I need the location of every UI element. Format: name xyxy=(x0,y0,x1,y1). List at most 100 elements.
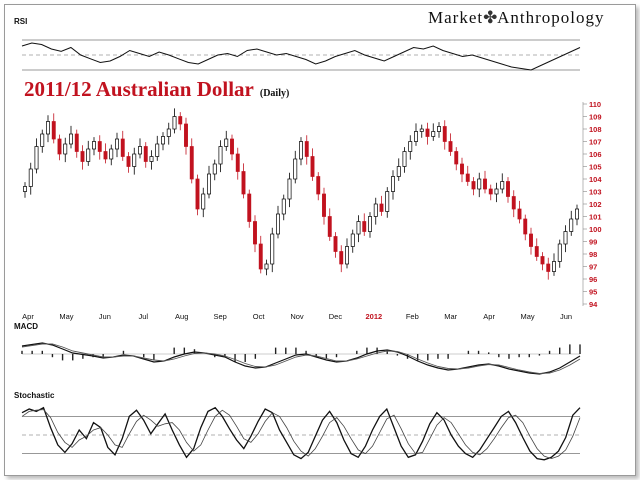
candle-body xyxy=(195,178,200,210)
candle-body xyxy=(414,131,418,142)
candle-body xyxy=(178,116,183,125)
x-tick-label: Jun xyxy=(99,312,111,321)
candle-body xyxy=(293,158,298,180)
x-tick-label: Mar xyxy=(444,312,457,321)
candle-body xyxy=(563,231,568,245)
candle-body xyxy=(143,146,148,162)
candle-body xyxy=(540,256,545,265)
candle-body xyxy=(172,116,177,130)
candle-body xyxy=(120,138,125,157)
candle-body xyxy=(333,236,338,252)
candle-body xyxy=(517,208,522,220)
candle-body xyxy=(23,186,27,192)
candle-body xyxy=(304,141,309,157)
candle-body xyxy=(385,191,390,212)
macd-line xyxy=(21,342,581,375)
price-tick-label: 107 xyxy=(589,138,602,147)
candle-body xyxy=(506,181,510,197)
candle-body xyxy=(103,151,108,160)
candle-body xyxy=(161,136,165,145)
candle-body xyxy=(69,133,73,145)
candle-body xyxy=(235,153,240,172)
candle-body xyxy=(316,176,321,195)
price-tick-label: 99 xyxy=(589,238,597,247)
stochastic-label: Stochastic xyxy=(14,391,55,400)
candle-body xyxy=(483,178,487,190)
chart-title-text: 2011/12 Australian Dollar xyxy=(24,77,254,101)
candle-body xyxy=(402,151,407,167)
candle-body xyxy=(189,146,194,180)
candle-body xyxy=(552,261,556,272)
candle-body xyxy=(74,133,79,152)
candle-body xyxy=(322,193,326,217)
price-tick-label: 103 xyxy=(589,188,602,197)
candle-body xyxy=(454,151,459,165)
x-tick-label: Aug xyxy=(175,312,188,321)
candle-body xyxy=(339,251,344,265)
candle-body xyxy=(109,148,114,160)
candle-body xyxy=(396,166,401,177)
candle-body xyxy=(80,151,85,162)
price-tick-label: 108 xyxy=(589,125,602,134)
candle-body xyxy=(442,126,447,142)
candle-body xyxy=(431,131,436,137)
x-tick-label: Oct xyxy=(253,312,266,321)
candle-body xyxy=(373,203,378,217)
candle-body xyxy=(575,208,579,220)
candle-body xyxy=(97,141,102,152)
candle-body xyxy=(362,221,367,232)
candle-body xyxy=(391,176,395,192)
price-tick-label: 109 xyxy=(589,113,602,122)
candle-body xyxy=(218,146,223,165)
candle-body xyxy=(241,171,246,195)
candle-body xyxy=(299,141,303,160)
candle-body xyxy=(57,138,62,155)
price-tick-label: 105 xyxy=(589,163,602,172)
candle-body xyxy=(115,138,119,150)
candle-body xyxy=(40,133,45,147)
candle-body xyxy=(270,233,275,265)
x-tick-label: May xyxy=(59,312,73,321)
candle-body xyxy=(287,178,292,200)
rsi-label: RSI xyxy=(14,17,28,26)
candle-body xyxy=(557,243,562,262)
macd-label: MACD xyxy=(14,322,38,331)
price-tick-label: 98 xyxy=(589,250,597,259)
x-tick-label: 2012 xyxy=(366,312,383,321)
candle-body xyxy=(184,123,188,147)
x-tick-label: Jul xyxy=(138,312,148,321)
candle-body xyxy=(419,128,424,132)
candle-body xyxy=(546,263,551,272)
candle-body xyxy=(327,216,332,237)
dna-helix-icon: ✤ xyxy=(483,8,499,27)
candle-body xyxy=(465,173,470,182)
candle-body xyxy=(207,173,211,195)
macd-signal-line xyxy=(21,343,581,374)
brand-right: Anthropology xyxy=(497,8,605,27)
candle-body xyxy=(448,141,453,152)
stochastic-d-line xyxy=(21,409,581,460)
candle-body xyxy=(126,156,131,167)
candle-body xyxy=(212,163,217,175)
candle-body xyxy=(28,168,33,187)
x-tick-label: Apr xyxy=(22,312,34,321)
price-tick-label: 110 xyxy=(589,100,601,109)
x-tick-label: Jun xyxy=(560,312,572,321)
price-tick-label: 106 xyxy=(589,150,602,159)
candle-body xyxy=(437,126,441,132)
x-tick-label: May xyxy=(520,312,534,321)
candle-body xyxy=(460,163,464,175)
candle-body xyxy=(356,221,361,235)
candle-body xyxy=(529,233,533,247)
candle-body xyxy=(569,218,574,232)
candle-body xyxy=(350,233,355,247)
candle-body xyxy=(201,193,206,210)
x-tick-label: Nov xyxy=(290,312,304,321)
candle-body xyxy=(310,156,315,177)
candle-body xyxy=(253,221,257,245)
candle-body xyxy=(477,178,482,190)
candle-body xyxy=(488,188,493,195)
candle-body xyxy=(138,146,142,155)
candle-body xyxy=(471,181,476,190)
price-tick-label: 100 xyxy=(589,225,602,234)
